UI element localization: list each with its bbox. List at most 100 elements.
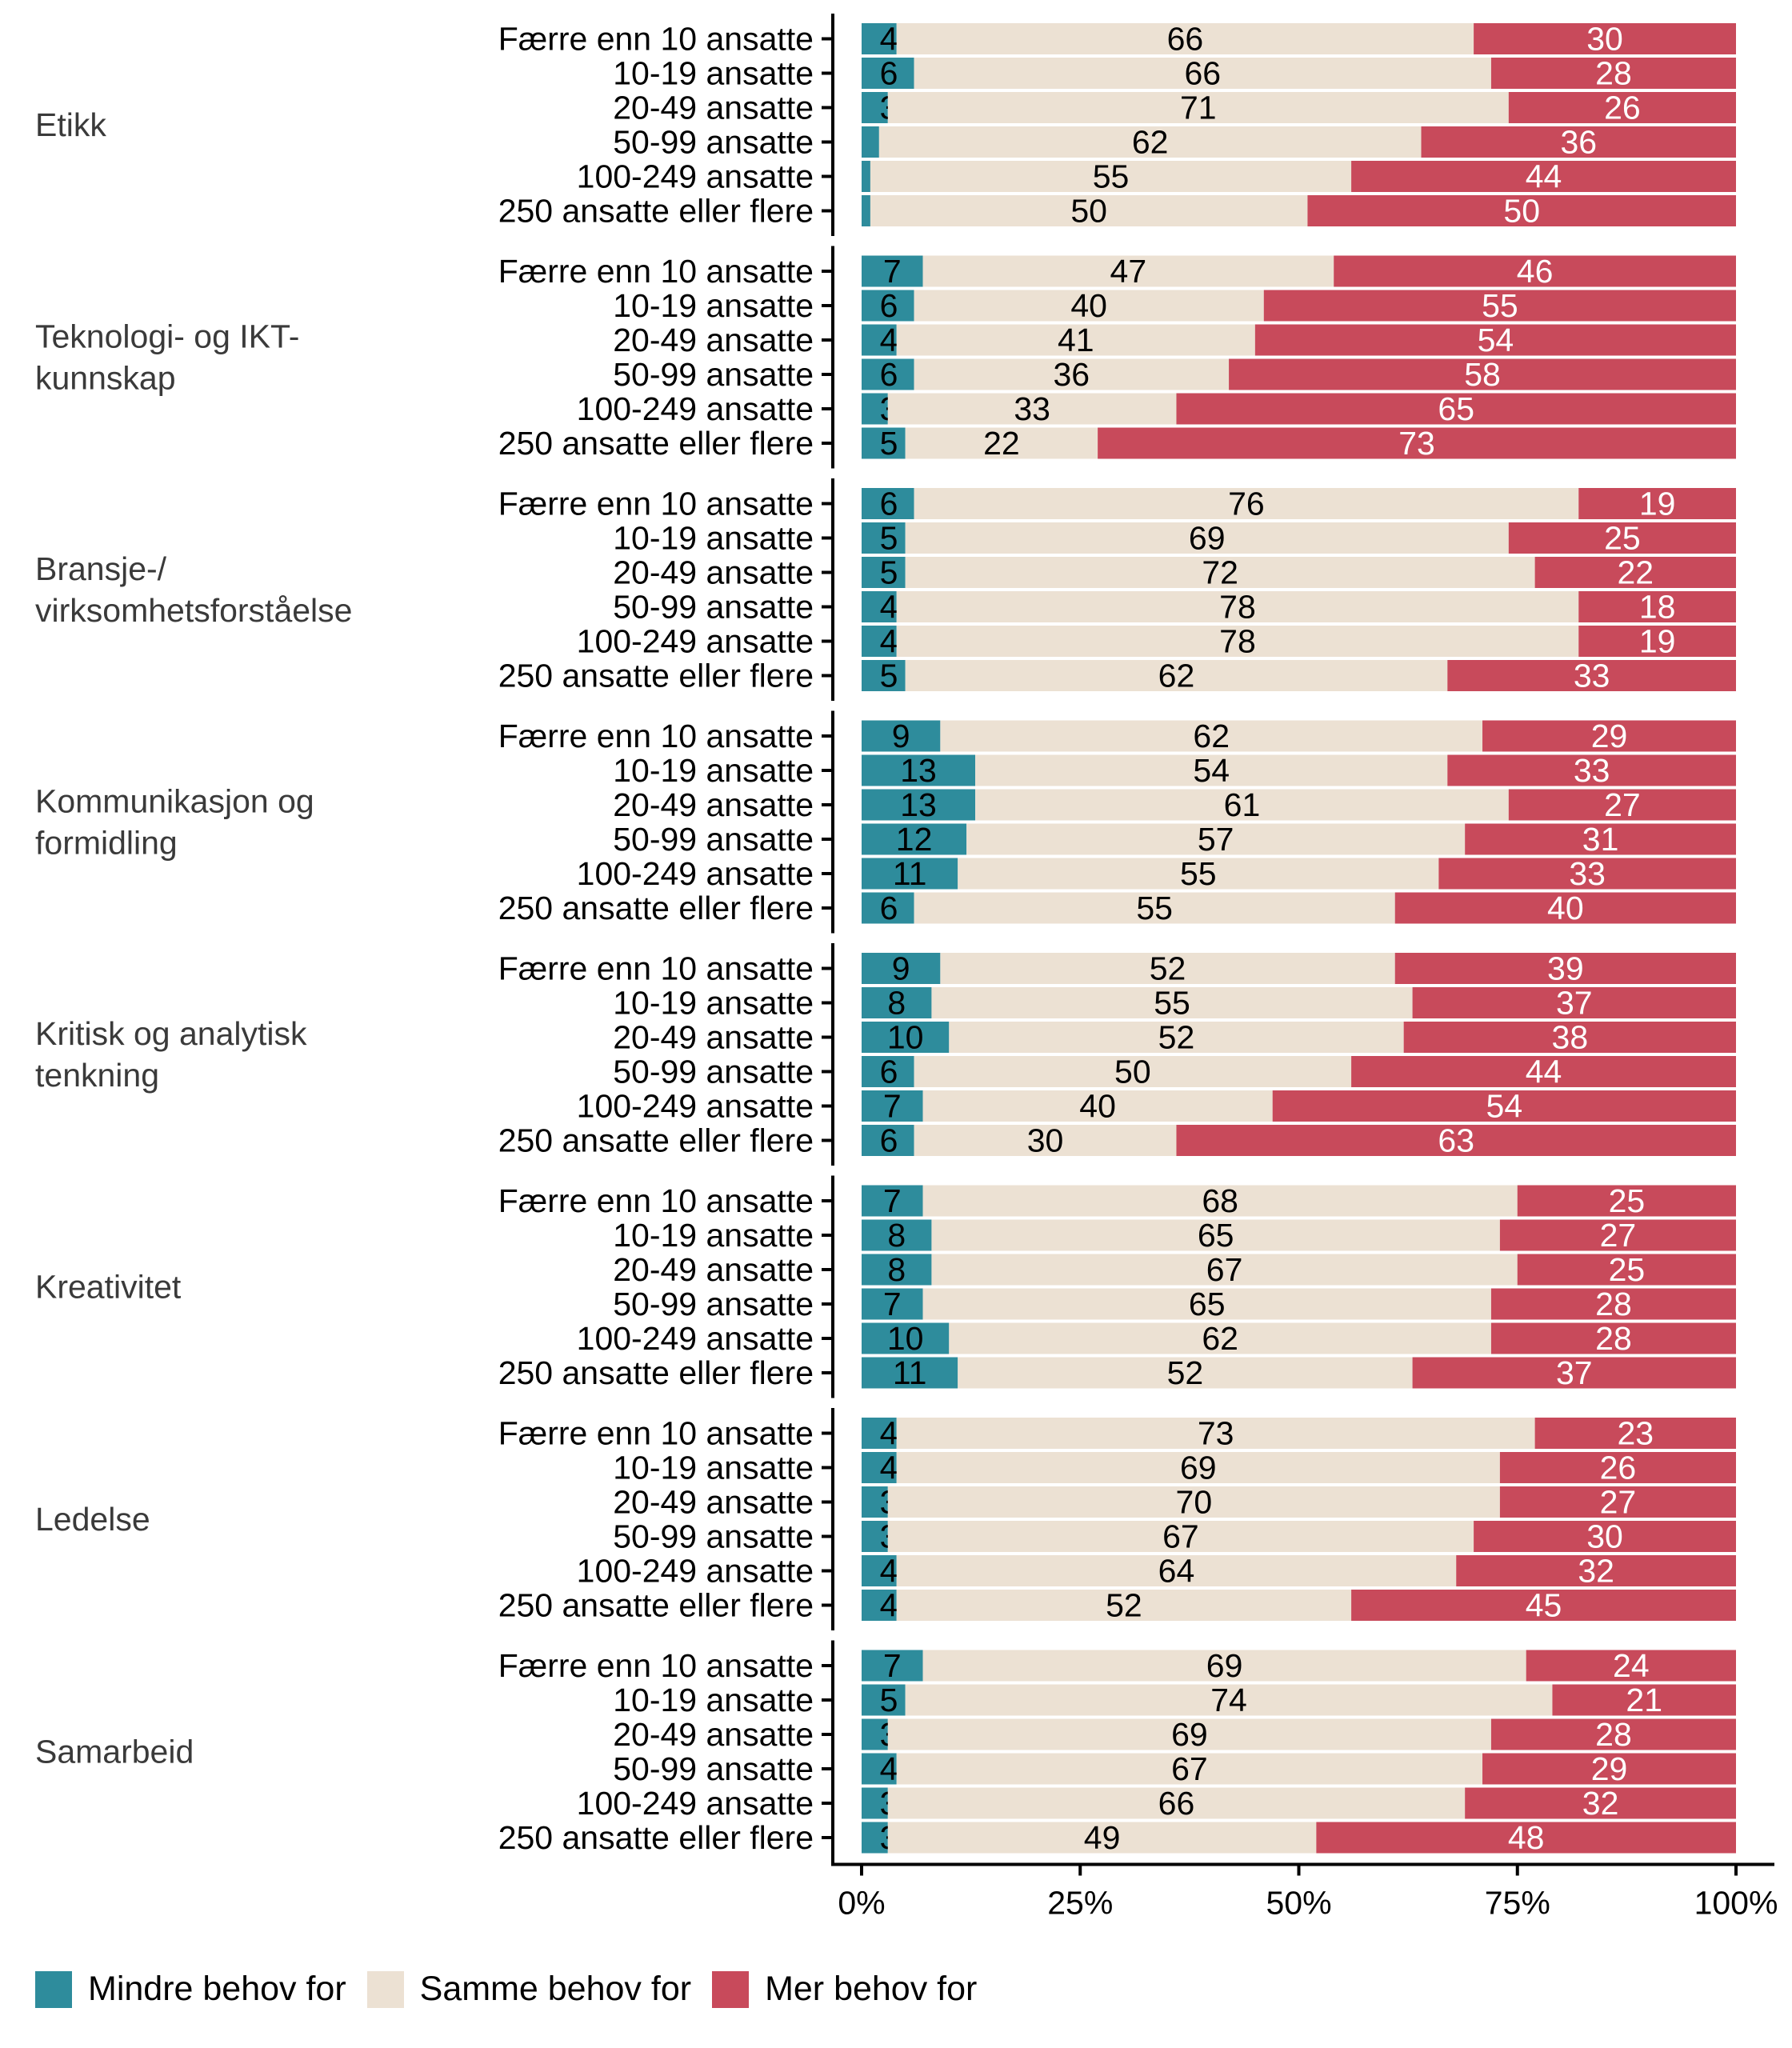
bar-segment-mindre-behov-for bbox=[862, 892, 914, 924]
group-label: Bransje-/ virksomhetsforståelse bbox=[35, 550, 352, 629]
bar-segment-samme-behov-for bbox=[975, 754, 1448, 786]
value-label: 6 bbox=[880, 1054, 898, 1090]
group-label-line: Bransje-/ bbox=[35, 550, 167, 587]
bar-segment-samme-behov-for bbox=[905, 660, 1448, 691]
value-label: 27 bbox=[1604, 786, 1641, 823]
value-label: 72 bbox=[1202, 554, 1238, 591]
bar-segment-mindre-behov-for bbox=[862, 58, 914, 89]
legend-swatch-mer bbox=[712, 1970, 750, 2008]
value-label: 67 bbox=[1171, 1750, 1208, 1787]
category-label: 10-19 ansatte bbox=[613, 1450, 814, 1486]
value-label: 76 bbox=[1228, 486, 1265, 522]
category-label: 100-249 ansatte bbox=[577, 1785, 814, 1822]
value-label: 68 bbox=[1202, 1182, 1238, 1219]
bar-segment-mer-behov-for bbox=[1421, 126, 1736, 158]
category-label: 50-99 ansatte bbox=[613, 1750, 814, 1787]
value-label: 40 bbox=[1070, 287, 1107, 324]
value-label: 7 bbox=[883, 253, 902, 290]
bar-row: 50-99 ansatte 4 78 18 bbox=[613, 589, 1736, 626]
category-label: 250 ansatte eller flere bbox=[498, 890, 814, 926]
bar-segment-mindre-behov-for bbox=[862, 953, 941, 984]
bar-segment-mer-behov-for bbox=[1578, 591, 1736, 622]
legend-item-mindre: Mindre behov for bbox=[35, 1970, 346, 2009]
bar-segment-mindre-behov-for bbox=[862, 255, 923, 287]
legend-label-mer: Mer behov for bbox=[765, 1970, 978, 2008]
bar-segment-mindre-behov-for bbox=[862, 557, 906, 588]
bar-row: 50-99 ansatte 6 50 44 bbox=[613, 1054, 1736, 1090]
value-label: 4 bbox=[880, 322, 898, 358]
value-label: 55 bbox=[1093, 158, 1130, 195]
x-tick-label: 25% bbox=[1047, 1885, 1113, 1921]
value-label: 70 bbox=[1176, 1484, 1213, 1521]
bar-segment-samme-behov-for bbox=[931, 1219, 1500, 1251]
value-label: 12 bbox=[896, 821, 933, 858]
value-label: 36 bbox=[1054, 356, 1090, 393]
bar-segment-mindre-behov-for bbox=[862, 488, 914, 519]
value-label: 6 bbox=[880, 890, 898, 926]
legend-item-samme: Samme behov for bbox=[366, 1970, 691, 2009]
value-label: 4 bbox=[880, 1450, 898, 1486]
value-label: 33 bbox=[1569, 855, 1606, 892]
value-label: 62 bbox=[1202, 1320, 1238, 1357]
value-label: 74 bbox=[1210, 1682, 1247, 1718]
bar-segment-mindre-behov-for bbox=[862, 720, 941, 752]
value-label: 25 bbox=[1609, 1251, 1646, 1288]
bar-row: 100-249 ansatte 4 78 19 bbox=[577, 623, 1736, 660]
bar-segment-samme-behov-for bbox=[922, 1090, 1273, 1122]
bar-segment-mer-behov-for bbox=[1490, 58, 1736, 89]
category-label: 20-49 ansatte bbox=[613, 90, 814, 126]
value-label: 41 bbox=[1058, 322, 1094, 358]
value-label: 22 bbox=[983, 425, 1020, 462]
bar-segment-mer-behov-for bbox=[1526, 1650, 1736, 1682]
value-label: 23 bbox=[1618, 1415, 1654, 1452]
bar-segment-mer-behov-for bbox=[1508, 522, 1736, 554]
x-tick-label: 50% bbox=[1266, 1885, 1331, 1921]
bar-segment-samme-behov-for bbox=[887, 1787, 1466, 1819]
bar-segment-samme-behov-for bbox=[878, 126, 1422, 158]
bar-row: 20-49 ansatte 13 61 27 bbox=[613, 786, 1736, 823]
bar-row: 20-49 ansatte36928 bbox=[613, 1716, 1736, 1753]
bar-segment-mer-behov-for bbox=[1474, 1521, 1736, 1552]
bar-row: 50-99 ansatte 12 57 31 bbox=[613, 821, 1736, 858]
bar-segment-mindre-behov-for bbox=[862, 1322, 950, 1354]
bar-row: 10-19 ansatte 6 66 28 bbox=[613, 55, 1736, 92]
bar-segment-mindre-behov-for bbox=[862, 393, 888, 425]
value-label: 57 bbox=[1198, 821, 1234, 858]
bar-segment-mer-behov-for bbox=[1482, 720, 1736, 752]
bar-segment-samme-behov-for bbox=[870, 161, 1352, 192]
bar-segment-samme-behov-for bbox=[931, 987, 1413, 1018]
bar-segment-samme-behov-for bbox=[887, 1822, 1317, 1854]
group-label: Ledelse bbox=[35, 1501, 150, 1538]
bar-segment-samme-behov-for bbox=[922, 1288, 1491, 1320]
bar-row: 20-49 ansatte 4 41 54 bbox=[613, 322, 1736, 358]
category-label: Færre enn 10 ansatte bbox=[498, 1182, 814, 1219]
bar-segment-mindre-behov-for bbox=[862, 754, 976, 786]
value-label: 9 bbox=[892, 950, 910, 987]
value-label: 52 bbox=[1106, 1587, 1142, 1624]
bar-segment-samme-behov-for bbox=[922, 1650, 1526, 1682]
bar-segment-mindre-behov-for bbox=[862, 324, 897, 356]
value-label: 67 bbox=[1206, 1251, 1243, 1288]
value-label: 29 bbox=[1591, 1750, 1628, 1787]
bar-segment-mindre-behov-for bbox=[862, 1185, 923, 1217]
value-label: 48 bbox=[1508, 1819, 1545, 1856]
category-label: 100-249 ansatte bbox=[577, 390, 814, 427]
value-label: 28 bbox=[1595, 55, 1632, 92]
value-label: 66 bbox=[1184, 55, 1221, 92]
value-label: 30 bbox=[1586, 1518, 1623, 1555]
value-label: 54 bbox=[1478, 322, 1514, 358]
bar-segment-mer-behov-for bbox=[1412, 1357, 1736, 1389]
bar-row: 20-49 ansatte 8 67 25 bbox=[613, 1251, 1736, 1288]
bar-segment-mer-behov-for bbox=[1499, 1486, 1736, 1518]
category-label: 10-19 ansatte bbox=[613, 1217, 814, 1254]
value-label: 30 bbox=[1027, 1122, 1064, 1159]
category-label: 250 ansatte eller flere bbox=[498, 1122, 814, 1159]
value-label: 27 bbox=[1600, 1217, 1637, 1254]
value-label: 45 bbox=[1526, 1587, 1562, 1624]
bar-segment-mer-behov-for bbox=[1499, 1452, 1736, 1483]
bar-row: 100-249 ansatte 4 64 32 bbox=[577, 1553, 1736, 1590]
bar-segment-mindre-behov-for bbox=[862, 1357, 958, 1389]
bar-row: 100-249 ansatte 7 40 54 bbox=[577, 1088, 1736, 1125]
value-label: 62 bbox=[1193, 718, 1230, 754]
